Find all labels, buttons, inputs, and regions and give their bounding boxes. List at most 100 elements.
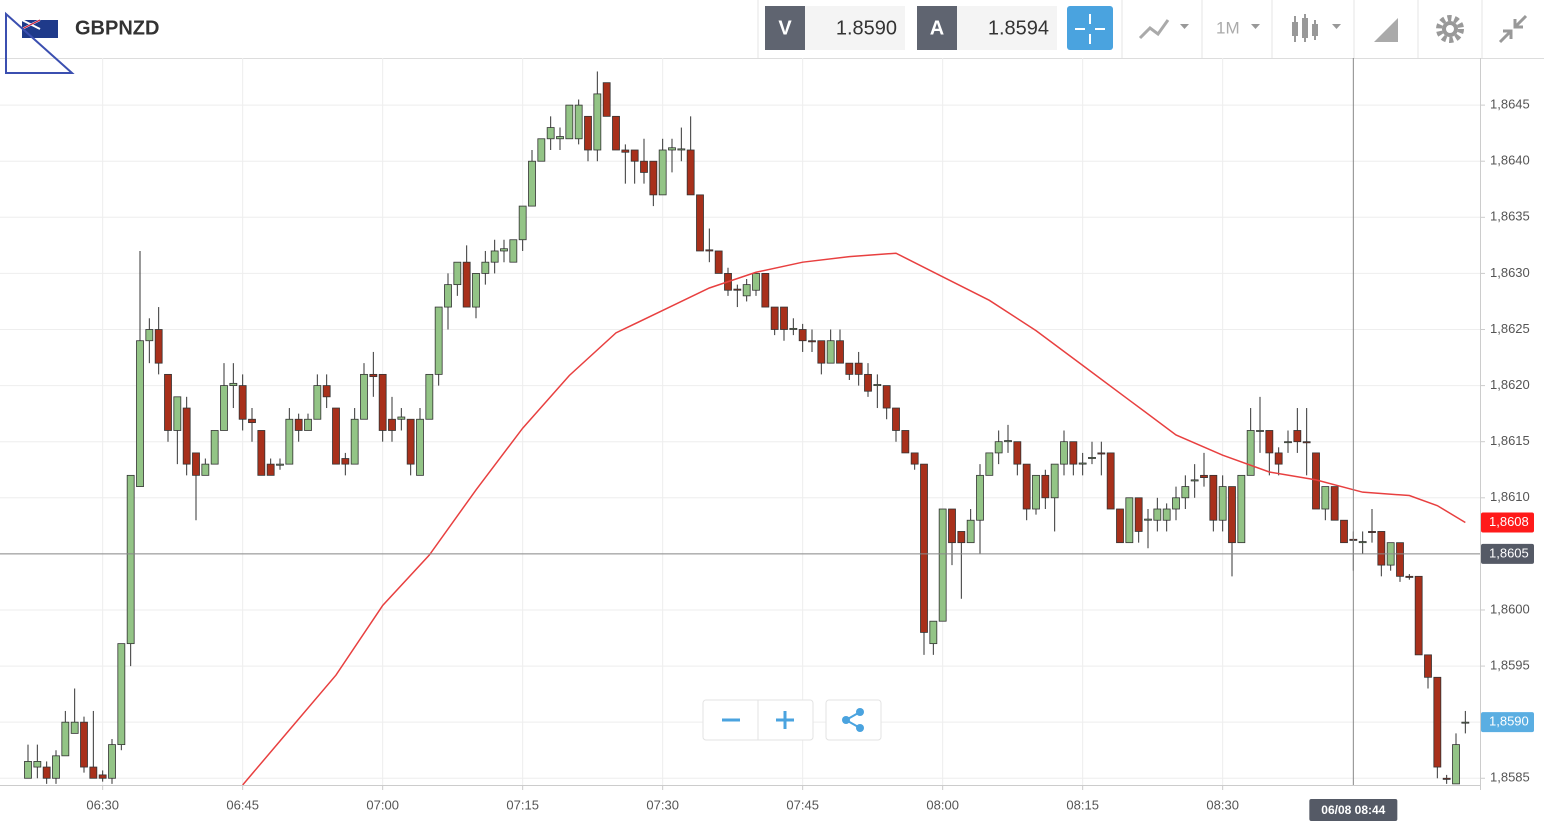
candle-body: [1265, 430, 1274, 454]
chart-type-icon[interactable]: [1138, 19, 1170, 40]
collapse-icon[interactable]: [1498, 14, 1528, 44]
candle-body: [1190, 479, 1199, 482]
crosshair-y-tag: [1481, 543, 1534, 564]
ask-badge[interactable]: [917, 6, 957, 50]
candle-body: [658, 149, 667, 196]
candle-body: [145, 329, 154, 342]
candle-body: [1256, 430, 1264, 432]
dropdown-caret: [1251, 24, 1260, 29]
candle-body: [136, 340, 144, 487]
y-tick-label: 1,8645: [1490, 97, 1530, 112]
candle-body: [70, 721, 79, 734]
candle-body: [341, 458, 350, 465]
ask-box[interactable]: [957, 6, 1057, 50]
x-tick-label: 06:45: [226, 797, 259, 812]
candle-body: [882, 385, 891, 409]
zoom-controls: [702, 699, 882, 741]
candle-body: [1340, 519, 1348, 544]
candle-body: [630, 149, 639, 162]
candle-body: [798, 329, 807, 342]
candle-body: [761, 273, 770, 308]
candle-body: [369, 373, 378, 378]
candle-body: [1424, 654, 1432, 678]
candle-body: [1022, 463, 1031, 510]
candle-body: [1368, 531, 1376, 533]
ask-price: 1.8594: [988, 17, 1049, 39]
crosshair-button[interactable]: [1067, 6, 1113, 50]
candle-body: [1116, 508, 1124, 544]
candle-body: [192, 452, 200, 476]
candle-body: [556, 136, 564, 140]
corner-marker: [5, 11, 75, 74]
candle-body: [845, 362, 854, 375]
y-tick-label: 1,8625: [1490, 321, 1530, 336]
candle-body: [817, 340, 826, 364]
candle-body: [462, 261, 471, 308]
candle-body: [1069, 441, 1078, 465]
candle-body: [98, 774, 107, 779]
candle-body: [1284, 441, 1292, 444]
candle-body: [285, 418, 294, 465]
candle-body: [752, 273, 760, 291]
price-tag: [1481, 712, 1534, 733]
candle-body: [574, 104, 583, 140]
candle-body: [696, 194, 704, 252]
candle-body: [182, 407, 191, 465]
candle-body: [472, 273, 480, 308]
candle-body: [836, 340, 844, 364]
crosshair-icon: [1075, 14, 1105, 44]
x-tick-label: 08:15: [1066, 797, 1099, 812]
candle-body: [733, 288, 742, 291]
candle-body: [238, 385, 247, 420]
crosshair-x-label: 06/08 08:44: [1321, 803, 1385, 817]
candle-body: [1442, 777, 1451, 780]
candle-icon[interactable]: [1292, 14, 1318, 42]
bid-box[interactable]: [805, 6, 905, 50]
candle-body: [210, 430, 219, 465]
settings-icon[interactable]: [1436, 15, 1464, 43]
crosshair-y-label: 1,8605: [1489, 545, 1529, 560]
candle-body: [350, 418, 359, 465]
candle-body: [1106, 452, 1115, 510]
candle-body: [957, 531, 966, 544]
bid-badge[interactable]: [765, 6, 805, 50]
candle-body: [33, 761, 42, 768]
candle-body: [229, 382, 238, 386]
share-button[interactable]: [825, 699, 882, 741]
zoom-in[interactable]: [776, 711, 794, 729]
candle-body: [360, 373, 368, 420]
candle-body: [425, 373, 434, 420]
candle-body: [1321, 486, 1330, 510]
candle-body: [612, 115, 620, 151]
candle-body: [1377, 531, 1386, 566]
y-tick-label: 1,8640: [1490, 153, 1530, 168]
ask-label: A: [930, 17, 944, 39]
candle-body: [1274, 452, 1283, 465]
candle-body: [1088, 457, 1096, 459]
settings-hub: [1442, 21, 1458, 37]
candle-body: [453, 261, 462, 286]
candle-body: [1414, 575, 1423, 656]
candle-body: [1358, 541, 1367, 544]
candle-body: [686, 149, 695, 196]
candle-body: [266, 463, 275, 476]
drawing-icon[interactable]: [1374, 18, 1398, 42]
candle-body: [1218, 486, 1227, 521]
candle-body: [1246, 430, 1255, 476]
candle-body: [1050, 463, 1059, 499]
candle-body: [565, 104, 574, 140]
y-tick-label: 1,8585: [1490, 770, 1530, 785]
candle-body: [920, 463, 928, 633]
symbol: GBPNZD: [75, 17, 159, 39]
candle-body: [640, 160, 648, 173]
candle-body: [938, 508, 947, 622]
candle-body: [770, 306, 779, 330]
candle-body: [220, 385, 228, 431]
candle-body: [602, 82, 611, 117]
candle-body: [910, 452, 919, 465]
candle-body: [117, 643, 126, 746]
timeframe[interactable]: 1M: [1216, 18, 1240, 37]
candle-body: [248, 418, 256, 424]
x-tick-label: 07:30: [646, 797, 679, 812]
